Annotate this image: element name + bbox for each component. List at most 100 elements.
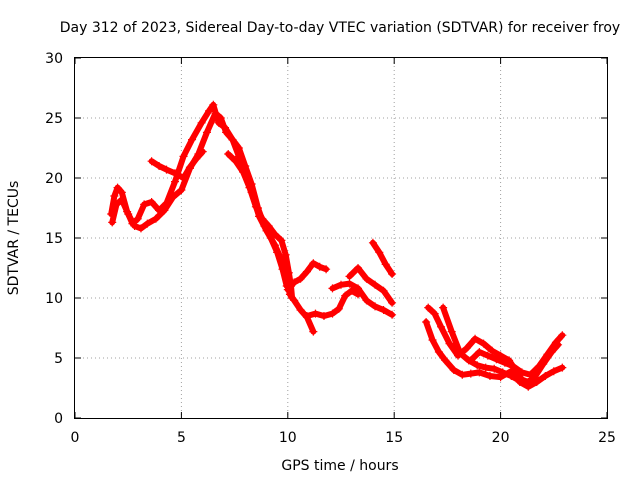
axis-layer: 0 5 10 15 20 25 0 5 10 15 20 25 30 [45,51,616,446]
data-point [117,195,126,204]
x-tick-label: 10 [279,430,297,446]
data-point [473,361,482,370]
data-point [522,380,531,389]
data-point [341,291,350,300]
data-point [422,318,431,326]
data-point [222,128,231,137]
data-point [362,296,371,305]
data-point [302,312,311,320]
y-tick-label: 15 [45,231,63,247]
data-point [179,152,188,161]
y-tick-label: 25 [45,111,63,127]
data-point [234,144,243,152]
data-point [177,186,186,194]
data-point [198,147,207,156]
data-point [558,331,567,340]
data-point [526,370,535,379]
data-point [171,169,180,178]
x-tick-label: 0 [71,430,80,446]
data-point [281,250,290,259]
data-point [362,274,371,283]
data-point [458,370,467,379]
data-point [197,118,206,127]
data-point [328,284,337,293]
data-point [283,285,292,294]
data-point [258,214,267,223]
data-point [151,214,160,223]
data-point [179,174,188,182]
data-point [147,198,156,206]
data-point [113,183,122,192]
y-tick-label: 0 [54,411,63,427]
series-trace-a [107,100,318,336]
data-point [112,200,121,209]
data-point [136,224,145,233]
data-point [328,309,337,318]
series-trace-i [368,238,397,278]
data-point [284,268,293,277]
data-point [266,234,275,242]
data-point [466,356,475,365]
data-point [228,135,237,144]
series-trace-l [439,303,531,389]
data-point [509,362,518,371]
data-point [462,344,471,353]
data-point [296,306,305,314]
data-point [498,368,507,377]
series-trace-d [224,150,297,302]
data-point [108,218,117,227]
data-point [490,364,499,373]
series-trace-c [147,147,207,182]
data-layer [107,100,567,391]
y-axis-label: SDTVAR / TECUs [6,181,22,296]
data-point [479,339,488,348]
series-trace [425,304,562,385]
data-point [532,378,541,386]
data-point [278,265,287,274]
data-point [441,356,450,365]
data-point [551,338,560,347]
data-point [485,372,494,380]
data-point [168,193,177,202]
data-point [245,183,254,192]
data-point [334,304,343,313]
data-point [205,106,214,115]
x-tick-label: 25 [598,430,616,446]
data-point [322,265,331,274]
data-point [345,279,354,288]
data-point [543,350,552,359]
data-point [558,363,567,372]
data-point [202,128,211,137]
data-point [424,303,433,312]
data-point [251,202,260,211]
data-point [124,210,133,218]
data-point [541,372,550,380]
data-point [302,267,311,276]
data-point [211,109,220,118]
plot-frame [74,57,608,419]
series-trace [369,239,396,277]
data-point [449,366,458,374]
data-point [216,114,225,122]
data-point [155,162,164,170]
data-point [277,236,286,245]
data-point [439,303,448,312]
data-point [264,222,273,230]
data-point [515,376,524,385]
data-point [549,367,558,376]
data-point [288,294,297,302]
data-point [224,150,233,158]
data-point [381,260,390,269]
data-point [388,310,397,319]
data-point [271,230,280,239]
x-tick-label: 5 [177,430,186,446]
data-point [481,363,490,372]
data-point [337,280,345,289]
data-point [188,135,197,144]
series-trace-h [345,264,397,307]
data-point [500,358,509,367]
data-point [110,192,119,200]
series-trace [109,110,290,289]
data-point [483,351,492,360]
